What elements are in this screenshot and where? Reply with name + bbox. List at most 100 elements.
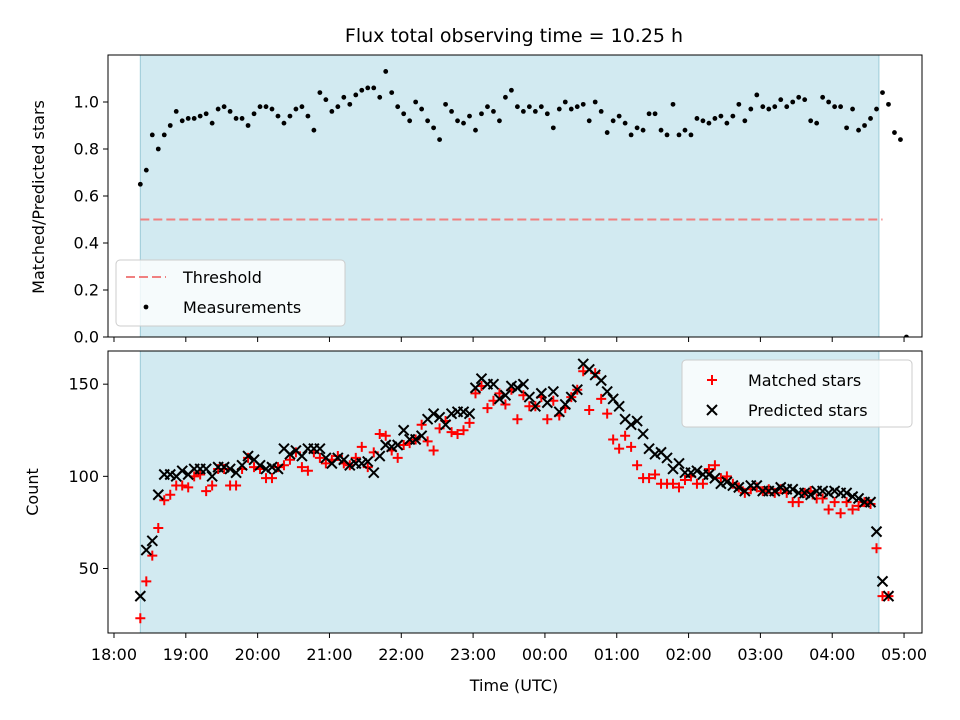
data-point: [311, 127, 317, 133]
data-point: [871, 543, 882, 554]
data-point: [691, 465, 703, 477]
data-point: [173, 109, 179, 114]
data-point: [341, 94, 347, 100]
data-point: [870, 525, 883, 538]
data-point: [227, 109, 233, 114]
data-point: [904, 334, 909, 337]
data-point: [748, 106, 754, 112]
data-point: [520, 109, 526, 114]
data-point: [155, 146, 161, 152]
data-point: [296, 462, 307, 473]
data-point: [679, 475, 690, 486]
data-point: [829, 497, 840, 508]
data-point: [143, 167, 149, 173]
data-point: [443, 101, 448, 107]
data-point: [598, 109, 604, 114]
data-point: [221, 104, 227, 110]
data-point: [362, 455, 374, 468]
data-point: [721, 476, 733, 488]
data-point: [293, 106, 299, 112]
data-point: [804, 489, 817, 501]
data-point: [538, 104, 544, 110]
data-point: [886, 101, 891, 107]
data-point: [439, 419, 452, 431]
data-point: [739, 487, 750, 498]
data-point: [632, 460, 643, 471]
data-point: [374, 428, 385, 439]
data-point: [350, 452, 361, 463]
data-point: [584, 404, 595, 415]
data-point: [622, 120, 628, 126]
data-point: [526, 104, 532, 110]
data-point: [374, 450, 386, 462]
data-point: [712, 116, 718, 121]
data-point: [670, 101, 676, 107]
x-tick-label: 04:00: [809, 645, 855, 664]
top-axes: 0.0 0.2 0.4 0.6 0.8 1.0 Threshold Measurements: [74, 54, 923, 347]
data-point: [784, 104, 790, 110]
data-point: [242, 450, 254, 462]
data-point: [257, 104, 263, 110]
data-point: [529, 400, 542, 413]
data-point: [470, 388, 481, 399]
data-point: [614, 443, 625, 454]
plot-area: [134, 358, 895, 624]
data-point: [233, 116, 239, 121]
data-point: [556, 106, 562, 112]
data-point: [185, 116, 191, 121]
y-tick-label: 1.0: [74, 93, 99, 112]
y-tick-label: 0.8: [74, 140, 99, 159]
legend-threshold-label: Threshold: [182, 268, 262, 287]
data-point: [146, 535, 158, 547]
data-point: [137, 181, 143, 187]
data-point: [661, 452, 673, 464]
data-point: [620, 430, 631, 441]
data-point: [413, 99, 419, 105]
data-point: [542, 414, 553, 425]
plot-area: [137, 69, 909, 337]
data-point: [398, 440, 409, 450]
data-point: [820, 94, 826, 100]
data-point: [613, 400, 625, 413]
data-point: [625, 419, 637, 431]
data-point: [135, 613, 146, 624]
data-point: [880, 90, 885, 95]
y-tick-label: 100: [68, 467, 99, 486]
data-point: [395, 104, 401, 110]
data-point: [862, 123, 867, 128]
data-point: [835, 508, 846, 519]
data-point: [817, 493, 828, 504]
data-point: [428, 445, 439, 456]
data-point: [541, 396, 554, 409]
data-point: [898, 137, 903, 143]
data-point: [703, 468, 715, 481]
data-point: [356, 441, 367, 452]
data-point: [263, 104, 269, 110]
data-point: [389, 90, 395, 95]
x-tick-label: 03:00: [737, 645, 783, 664]
data-point: [485, 104, 490, 110]
data-point: [314, 442, 326, 455]
x-tick-label: 18:00: [91, 645, 137, 664]
data-point: [206, 470, 218, 483]
data-point: [167, 123, 173, 128]
legend-predicted-label: Predicted stars: [748, 401, 868, 420]
data-point: [796, 94, 802, 100]
data-point: [700, 118, 706, 124]
data-point: [140, 544, 153, 556]
x-tick-label: 22:00: [378, 645, 424, 664]
data-point: [251, 111, 257, 117]
data-point: [673, 457, 685, 470]
data-point: [320, 458, 331, 469]
data-point: [850, 106, 855, 112]
data-point: [874, 106, 879, 112]
x-tick-label: 19:00: [163, 645, 209, 664]
data-point: [523, 391, 536, 403]
data-point: [664, 132, 670, 138]
data-point: [401, 111, 407, 117]
data-point: [427, 407, 440, 420]
data-point: [876, 575, 889, 588]
x-tick-label: 00:00: [522, 645, 568, 664]
data-point: [449, 109, 454, 114]
data-point: [377, 94, 383, 100]
